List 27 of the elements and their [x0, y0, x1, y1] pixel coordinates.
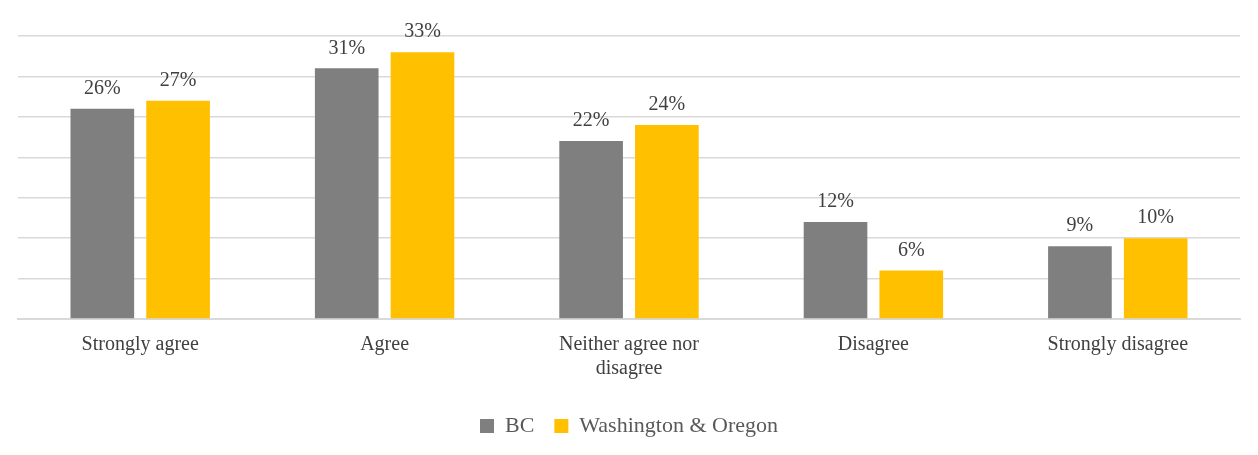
x-tick-label: Neither agree nor disagree	[559, 332, 700, 380]
data-label: 26%	[83, 76, 121, 99]
data-label: 6%	[897, 237, 925, 260]
data-label: 24%	[648, 92, 686, 115]
data-label: 10%	[1137, 205, 1175, 228]
data-label: 27%	[159, 67, 197, 90]
bar	[390, 52, 455, 319]
bar	[1048, 246, 1112, 319]
data-label: 22%	[572, 108, 610, 131]
bar	[146, 100, 210, 319]
data-label: 31%	[328, 35, 366, 58]
data-label: 9%	[1066, 213, 1094, 236]
bar	[314, 68, 379, 319]
x-tick-label: Disagree	[837, 332, 910, 356]
legend-label: Washington & Oregon	[579, 411, 779, 437]
x-tick-label: Strongly disagree	[1047, 332, 1189, 356]
bar	[803, 221, 868, 319]
bar	[1123, 238, 1188, 319]
legend-label: BC	[505, 411, 535, 437]
x-tick-label: Agree	[360, 332, 410, 356]
data-label: 33%	[404, 19, 441, 42]
bar	[635, 124, 699, 319]
bar	[879, 270, 944, 319]
bar	[559, 141, 623, 319]
x-tick-label: Strongly agree	[81, 332, 199, 356]
data-label: 12%	[817, 189, 854, 212]
bar	[70, 108, 135, 319]
